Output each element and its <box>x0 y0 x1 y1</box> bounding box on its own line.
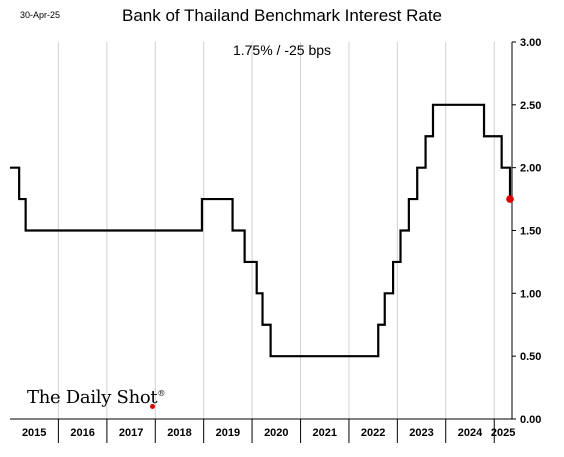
x-tick-label: 2024 <box>458 427 483 439</box>
y-tick-label: 1.50 <box>520 226 541 238</box>
x-tick-label: 2016 <box>70 427 94 439</box>
chart-title: Bank of Thailand Benchmark Interest Rate <box>121 6 443 25</box>
x-tick-label: 2017 <box>119 427 143 439</box>
y-tick-label: 2.00 <box>520 163 541 175</box>
x-tick-label: 2020 <box>264 427 288 439</box>
y-tick-label: 3.00 <box>520 37 541 49</box>
y-tick-label: 2.50 <box>520 100 541 112</box>
daily-shot-logo: The Daily Shot® <box>27 387 165 408</box>
axes <box>10 41 516 443</box>
y-tick-label: 0.00 <box>520 414 541 426</box>
x-tick-label: 2022 <box>361 427 385 439</box>
x-tick-label: 2015 <box>22 427 46 439</box>
x-tick-label: 2019 <box>216 427 240 439</box>
series <box>10 103 514 358</box>
x-tick-label: 2018 <box>167 427 191 439</box>
logo-red-dot <box>150 404 155 409</box>
logo-text: The Daily Shot <box>27 387 158 408</box>
y-tick-label: 1.00 <box>520 288 541 300</box>
y-tick-label: 0.50 <box>520 351 541 363</box>
tick-labels: 0.00 0.50 1.00 1.50 2.00 2.50 3.00 2015 2016 2017… <box>22 37 541 439</box>
logo-registered-mark: ® <box>157 389 166 398</box>
rate-step-line <box>10 103 512 358</box>
gridlines <box>57 42 495 419</box>
x-tick-label: 2023 <box>409 427 433 439</box>
x-tick-label: 2021 <box>313 427 337 439</box>
date-label: 30-Apr-25 <box>20 10 61 20</box>
latest-rate-point <box>506 195 514 203</box>
chart-subtitle: 1.75% / -25 bps <box>232 42 332 58</box>
x-tick-label: 2025 <box>491 427 515 439</box>
